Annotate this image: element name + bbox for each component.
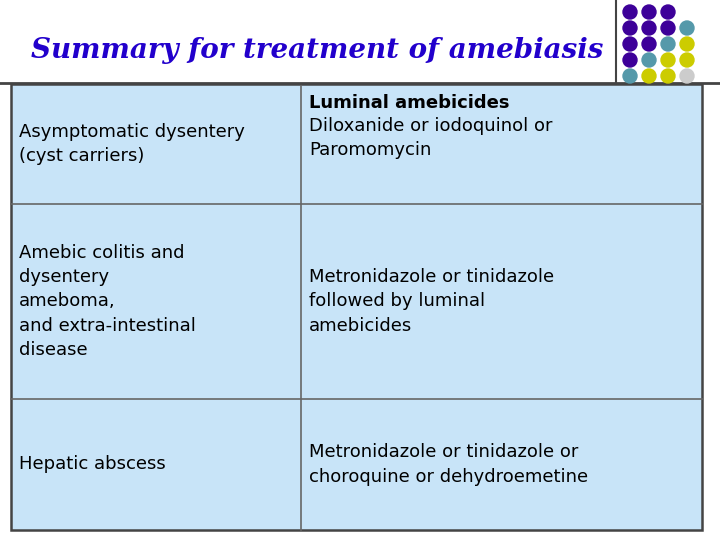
Circle shape	[623, 5, 637, 19]
Text: Metronidazole or tinidazole or
choroquine or dehydroemetine: Metronidazole or tinidazole or choroquin…	[309, 443, 588, 485]
Circle shape	[642, 21, 656, 35]
Circle shape	[623, 37, 637, 51]
Text: Diloxanide or iodoquinol or
Paromomycin: Diloxanide or iodoquinol or Paromomycin	[309, 117, 553, 159]
Text: Hepatic abscess: Hepatic abscess	[19, 455, 166, 474]
Circle shape	[661, 21, 675, 35]
Circle shape	[661, 69, 675, 83]
Circle shape	[642, 5, 656, 19]
Circle shape	[623, 21, 637, 35]
Text: Luminal amebicides: Luminal amebicides	[309, 94, 510, 112]
Circle shape	[623, 69, 637, 83]
Circle shape	[661, 5, 675, 19]
Circle shape	[661, 37, 675, 51]
Text: Asymptomatic dysentery
(cyst carriers): Asymptomatic dysentery (cyst carriers)	[19, 123, 245, 165]
Circle shape	[642, 53, 656, 67]
Text: Summary for treatment of amebiasis: Summary for treatment of amebiasis	[31, 37, 603, 64]
Bar	[11, 84, 702, 530]
Circle shape	[623, 53, 637, 67]
Circle shape	[680, 21, 694, 35]
Circle shape	[680, 53, 694, 67]
Circle shape	[642, 69, 656, 83]
Text: Amebic colitis and
dysentery
ameboma,
and extra-intestinal
disease: Amebic colitis and dysentery ameboma, an…	[19, 244, 196, 359]
Circle shape	[680, 69, 694, 83]
Circle shape	[661, 53, 675, 67]
Circle shape	[680, 37, 694, 51]
Text: Metronidazole or tinidazole
followed by luminal
amebicides: Metronidazole or tinidazole followed by …	[309, 268, 554, 335]
Circle shape	[642, 37, 656, 51]
